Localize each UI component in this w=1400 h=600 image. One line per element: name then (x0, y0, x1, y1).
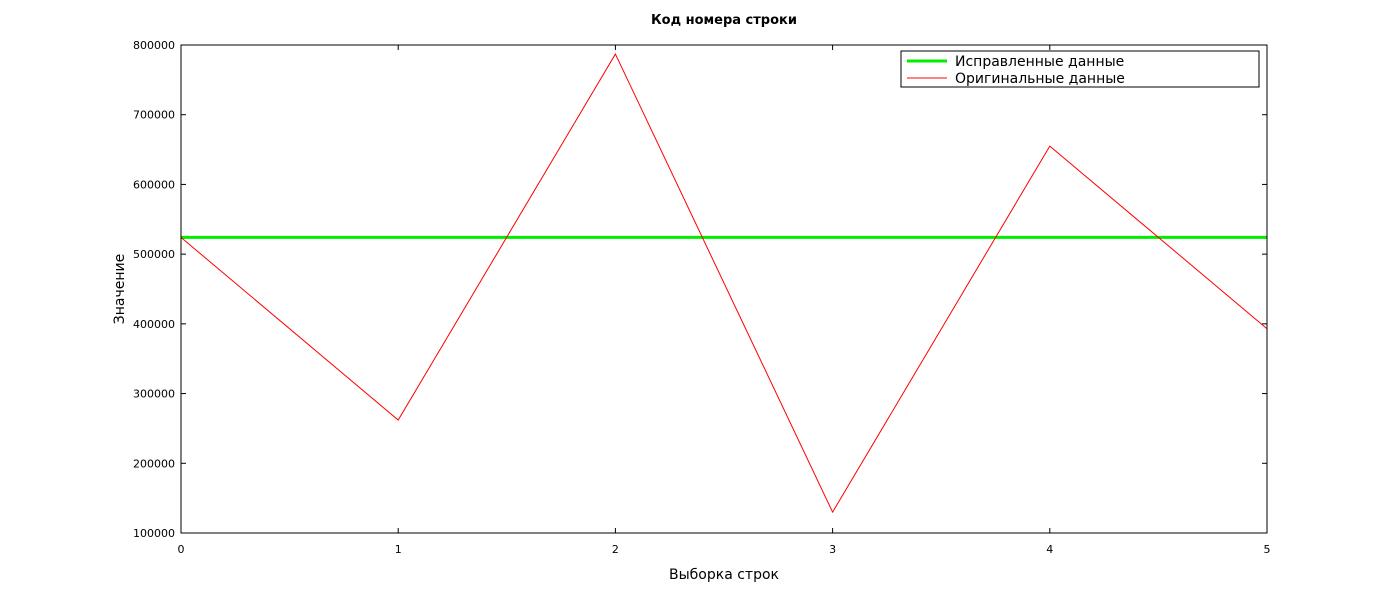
x-tick-label: 0 (178, 543, 185, 556)
series-line-original (180, 52, 1268, 514)
x-tick-label: 4 (1046, 543, 1053, 556)
legend-label-corrected: Исправленные данные (955, 54, 1124, 70)
x-axis-ticks: 0 1 2 3 4 5 (178, 45, 1271, 556)
series-layer (180, 52, 1268, 514)
legend: Исправленные данные Оригинальные данные (900, 50, 1260, 88)
x-tick-label: 2 (612, 543, 619, 556)
x-tick-label: 5 (1264, 543, 1271, 556)
legend-box (900, 50, 1260, 88)
chart-title: Код номера строки (651, 13, 797, 28)
y-tick-label: 100000 (133, 527, 175, 540)
legend-label-original: Оригинальные данные (955, 71, 1125, 87)
y-tick-label: 500000 (133, 248, 175, 261)
x-axis-label: Выборка строк (669, 567, 779, 583)
y-tick-label: 700000 (133, 109, 175, 122)
y-tick-label: 400000 (133, 318, 175, 331)
y-axis-ticks: 100000 200000 300000 400000 500000 600000 7000… (133, 39, 1267, 540)
y-tick-label: 800000 (133, 39, 175, 52)
y-tick-label: 600000 (133, 178, 175, 191)
y-axis-label: Значение (112, 254, 128, 324)
y-tick-label: 300000 (133, 388, 175, 401)
y-tick-label: 200000 (133, 457, 175, 470)
x-tick-label: 1 (395, 543, 402, 556)
plot-frame (180, 44, 1268, 534)
x-tick-label: 3 (829, 543, 836, 556)
